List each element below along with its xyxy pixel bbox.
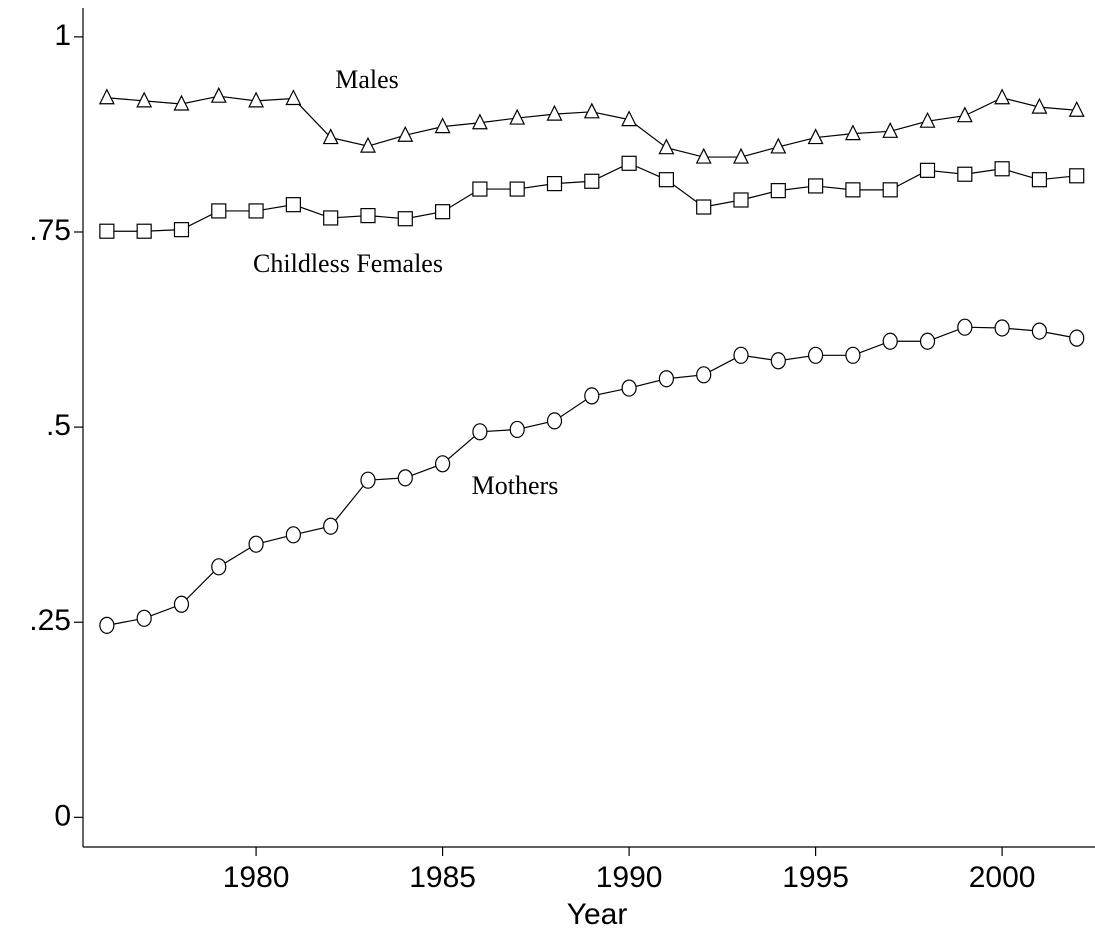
triangle-marker (658, 138, 675, 155)
x-tick-label: 2000 (969, 861, 1036, 894)
circle-marker (546, 412, 563, 430)
circle-marker (1031, 322, 1048, 340)
square-marker (658, 172, 675, 188)
circle-marker (919, 332, 936, 350)
x-tick-label: 1985 (409, 861, 476, 894)
y-tick-label: .5 (46, 409, 71, 442)
triangle-marker (1031, 97, 1048, 114)
square-marker (211, 203, 227, 219)
square-marker (173, 222, 190, 238)
square-marker (919, 162, 936, 178)
circle-marker (770, 352, 786, 370)
circle-marker (136, 609, 152, 627)
y-tick-label: .75 (29, 214, 71, 247)
square-marker (136, 223, 152, 239)
square-marker (770, 183, 786, 199)
x-axis-title: Year (567, 898, 628, 931)
triangle-marker (733, 147, 749, 164)
circle-marker (1069, 329, 1085, 347)
circle-marker (658, 370, 675, 388)
square-marker (882, 182, 898, 198)
series-label: Childless Females (253, 249, 443, 278)
series-label: Males (335, 65, 399, 94)
y-tick-label: .25 (29, 604, 71, 637)
x-tick-label: 1990 (596, 861, 663, 894)
square-marker (994, 161, 1010, 177)
y-tick-label: 0 (54, 799, 71, 832)
circle-marker (99, 616, 115, 634)
triangle-marker (322, 128, 339, 145)
y-tick-label: 1 (54, 19, 71, 52)
circle-marker (285, 526, 301, 544)
series-label: Mothers (472, 471, 559, 500)
triangle-marker (583, 102, 600, 119)
square-marker (808, 178, 824, 194)
triangle-marker (882, 121, 899, 138)
square-marker (509, 181, 525, 197)
triangle-marker (434, 117, 451, 134)
square-marker (957, 166, 973, 182)
square-marker (285, 197, 301, 213)
square-marker (434, 204, 451, 220)
square-marker (696, 199, 712, 215)
square-marker (472, 181, 488, 197)
triangle-marker (98, 88, 115, 105)
square-marker (1031, 172, 1048, 188)
triangle-marker (248, 91, 265, 108)
circle-marker (360, 471, 376, 489)
circle-marker (621, 379, 637, 397)
circle-marker (248, 535, 264, 553)
triangle-marker (994, 88, 1011, 105)
triangle-marker (546, 104, 563, 121)
triangle-marker (807, 128, 824, 145)
triangle-marker (173, 94, 190, 111)
circle-marker (696, 366, 712, 384)
square-marker (99, 223, 115, 239)
triangle-marker (770, 137, 787, 154)
triangle-marker (360, 136, 376, 153)
circle-marker (509, 420, 525, 439)
square-marker (1069, 168, 1085, 184)
circle-marker (211, 558, 227, 576)
square-marker (248, 203, 264, 219)
square-marker (323, 210, 339, 226)
circle-marker (472, 423, 488, 441)
circle-marker (882, 332, 898, 350)
circle-marker (994, 319, 1010, 337)
triangle-marker (509, 108, 526, 125)
triangle-marker (621, 110, 638, 127)
triangle-marker (285, 89, 302, 106)
triangle-marker (844, 124, 861, 141)
triangle-marker (1068, 100, 1085, 117)
circle-marker (957, 318, 973, 336)
triangle-marker (956, 106, 973, 123)
triangle-marker (210, 86, 227, 103)
triangle-marker (397, 125, 414, 142)
square-marker (621, 155, 637, 171)
circle-marker (733, 346, 749, 364)
x-tick-label: 1995 (782, 861, 849, 894)
square-marker (845, 182, 861, 198)
circle-marker (584, 387, 600, 405)
circle-marker (434, 455, 451, 473)
triangle-marker (136, 91, 153, 108)
square-marker (360, 208, 376, 224)
circle-marker (808, 346, 824, 364)
circle-marker (397, 469, 413, 487)
series-line (106, 326, 1077, 626)
circle-marker (323, 517, 339, 535)
square-marker (546, 176, 563, 192)
circle-marker (845, 346, 861, 364)
triangle-marker (695, 147, 712, 164)
square-marker (397, 211, 413, 227)
triangle-marker (471, 113, 488, 130)
square-marker (733, 192, 749, 208)
circle-marker (173, 595, 190, 613)
square-marker (584, 173, 600, 189)
triangle-marker (919, 111, 936, 128)
x-tick-label: 1980 (223, 861, 290, 894)
